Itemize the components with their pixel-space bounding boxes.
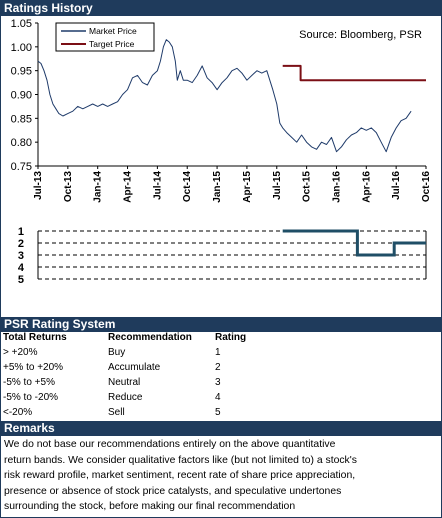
- recommendation-cell: Buy: [108, 347, 126, 358]
- y-tick-label: 0.90: [11, 90, 32, 102]
- rating-tick-label: 5: [18, 274, 24, 286]
- rating-cell: 4: [215, 392, 221, 403]
- rating-tick-label: 1: [18, 226, 24, 238]
- table-row: -5% to -20% Reduce 4: [3, 391, 433, 405]
- y-tick-label: 0.75: [11, 161, 32, 173]
- returns-cell: > +20%: [3, 347, 38, 358]
- x-tick-label: Jul-15: [272, 171, 283, 200]
- x-tick-label: Oct-15: [302, 171, 313, 203]
- rating-line: [282, 229, 426, 257]
- x-tick-label: Oct-14: [182, 171, 193, 203]
- remarks-line: presence or absence of stock price catal…: [4, 485, 342, 497]
- x-tick-label: Jul-14: [152, 171, 163, 200]
- x-tick-label: Oct-13: [63, 171, 74, 203]
- table-row: -5% to +5% Neutral 3: [3, 376, 433, 390]
- x-tick-label: Apr-15: [242, 171, 253, 203]
- remarks-line: return bands. We consider qualitative fa…: [4, 454, 357, 466]
- ratings-history-header: Ratings History: [1, 1, 441, 16]
- y-tick-label: 0.85: [11, 113, 32, 125]
- x-tick-label: Apr-14: [123, 171, 134, 203]
- rating-cell: 3: [215, 377, 221, 388]
- legend-label: Target Price: [89, 39, 135, 49]
- returns-cell: -5% to -20%: [3, 392, 59, 403]
- legend-box: [55, 22, 155, 52]
- x-tick-label: Jan-14: [93, 171, 104, 203]
- x-tick-label: Jul-16: [391, 171, 402, 200]
- remarks-header: Remarks: [1, 421, 441, 436]
- x-tick-label: Oct-16: [421, 171, 432, 203]
- chart-legend: Market Price Target Price: [55, 22, 155, 52]
- x-tick-label: Jan-15: [212, 171, 223, 203]
- rating-cell: 5: [215, 407, 221, 418]
- y-tick-label: 0.80: [11, 137, 32, 149]
- rating-tick-label: 2: [18, 238, 24, 250]
- returns-cell: <-20%: [3, 407, 33, 418]
- remarks-line: We do not base our recommendations entir…: [4, 439, 336, 450]
- recommendation-cell: Reduce: [108, 392, 143, 403]
- y-tick-label: 0.95: [11, 66, 32, 78]
- recommendation-cell: Sell: [108, 407, 125, 418]
- table-row: <-20% Sell 5: [3, 406, 433, 420]
- header-total-returns: Total Returns: [3, 332, 67, 343]
- y-tick-label: 1.05: [11, 18, 32, 30]
- returns-cell: -5% to +5%: [3, 377, 55, 388]
- rating-tick-label: 4: [18, 262, 25, 274]
- source-annotation: Source: Bloomberg, PSR: [299, 29, 422, 41]
- header-recommendation: Recommendation: [108, 332, 192, 343]
- x-tick-label: Jul-13: [33, 171, 44, 200]
- recommendation-cell: Accumulate: [108, 362, 161, 373]
- legend-label: Market Price: [89, 26, 137, 36]
- price-chart: 0.75 0.80 0.85 0.90 0.95 1.00 1.05 Jul-13 Oct-13…: [11, 18, 432, 203]
- x-tick-label: Apr-16: [361, 171, 372, 203]
- table-row: > +20% Buy 1: [3, 346, 433, 360]
- remarks-text: We do not base our recommendations entir…: [4, 437, 438, 515]
- remarks-line: surrounding the stock, before making our…: [4, 501, 296, 513]
- rating-system-header: PSR Rating System: [1, 317, 441, 332]
- recommendation-cell: Neutral: [108, 377, 141, 388]
- header-rating: Rating: [215, 332, 247, 343]
- returns-cell: +5% to +20%: [3, 362, 64, 373]
- market-price-line: [37, 39, 412, 153]
- target-price-line: [282, 64, 426, 82]
- table-row: +5% to +20% Accumulate 2: [3, 361, 433, 375]
- ratings-history-chart: 0.75 0.80 0.85 0.90 0.95 1.00 1.05 Jul-13 Oct-13…: [11, 18, 432, 286]
- remarks-line: risk reward profile, market sentiment, r…: [4, 470, 356, 482]
- table-header-row: Total Returns Recommendation Rating: [3, 331, 433, 345]
- x-tick-label: Jan-16: [331, 171, 342, 203]
- y-tick-label: 1.00: [11, 42, 32, 54]
- rating-cell: 2: [215, 362, 221, 373]
- rating-tick-label: 3: [18, 250, 24, 262]
- rating-cell: 1: [215, 347, 221, 358]
